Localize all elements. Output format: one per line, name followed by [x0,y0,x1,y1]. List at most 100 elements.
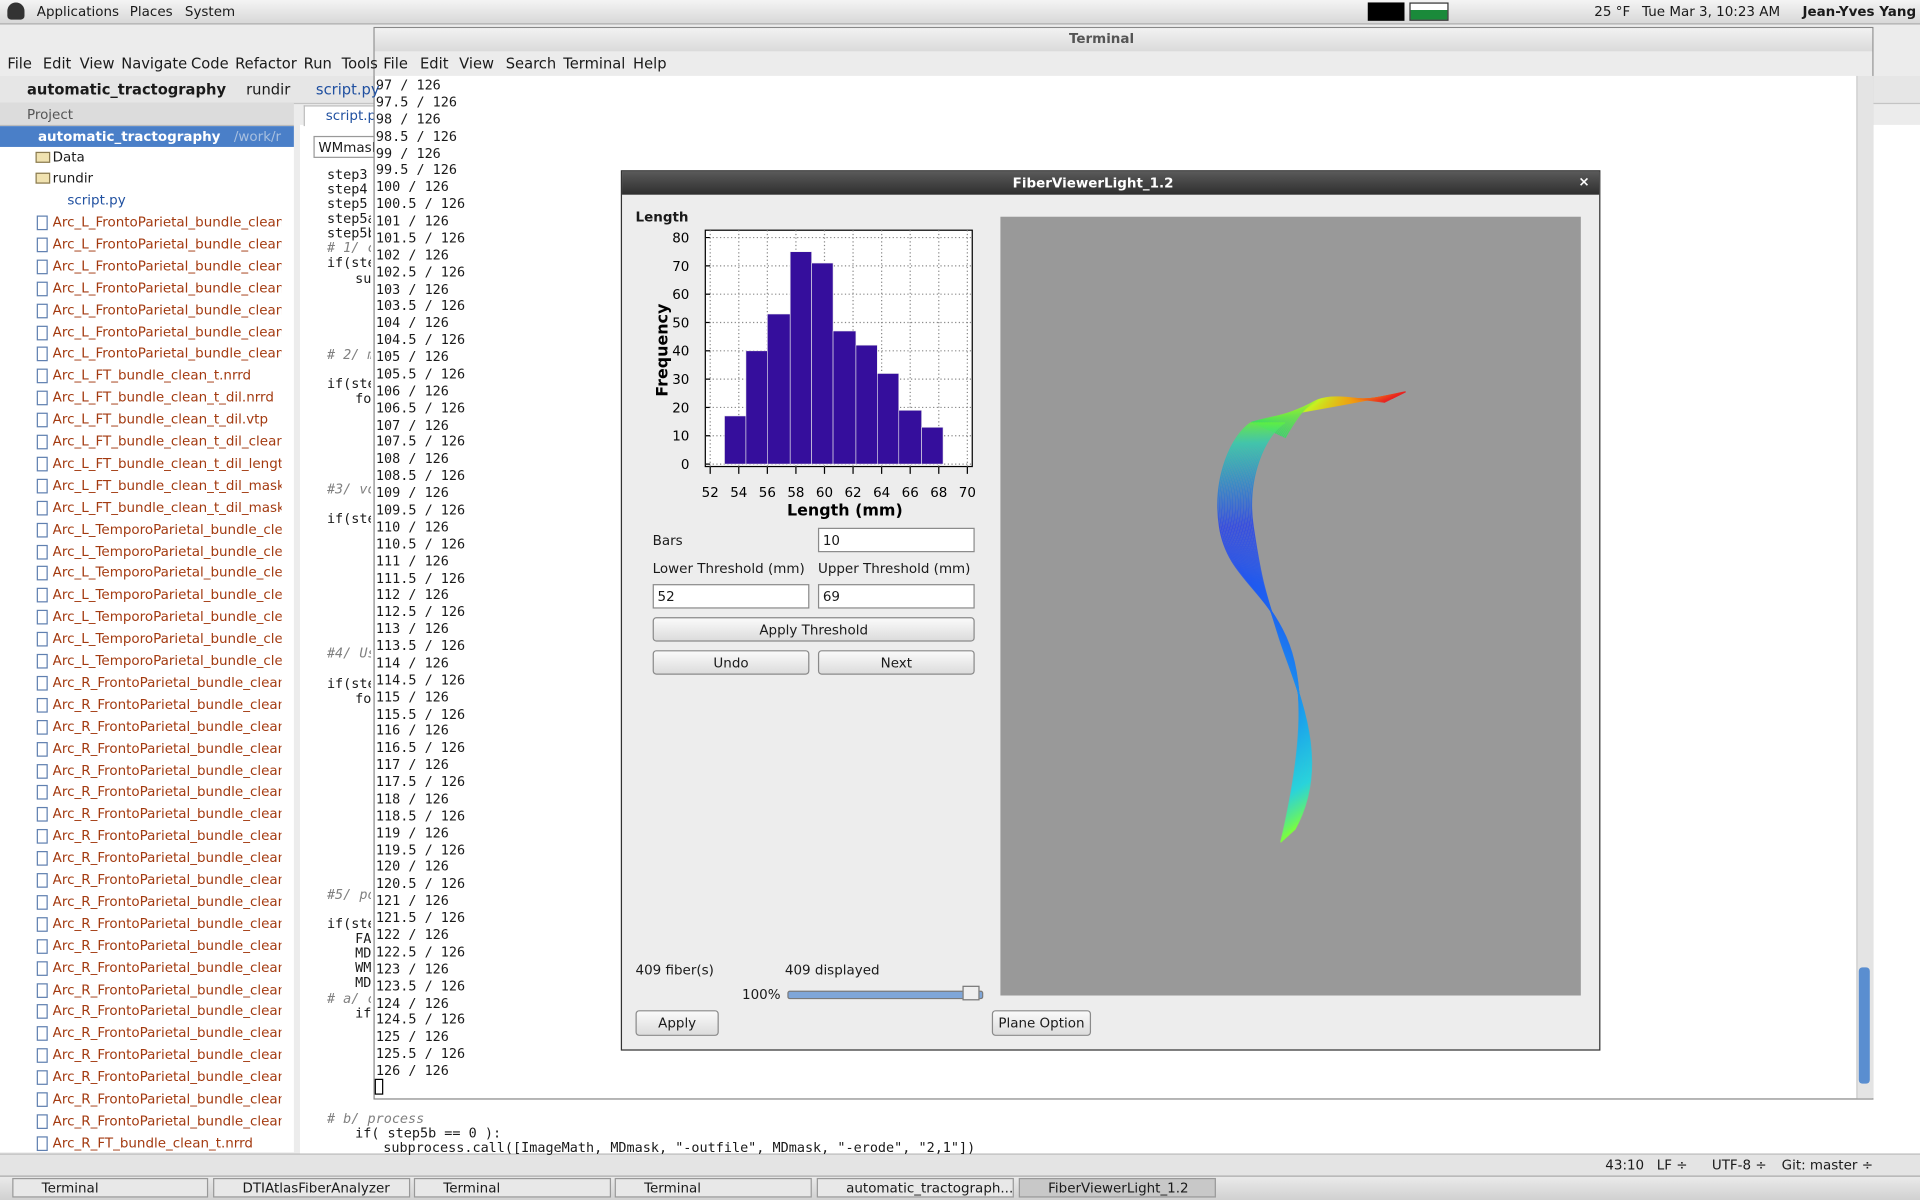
folder-name[interactable]: rundir [52,170,94,187]
taskbar-button[interactable] [816,1177,1014,1198]
file-name[interactable]: Arc_L_TemporoParietal_bundle_clea [52,564,282,581]
upper-input[interactable]: 69 [817,584,975,609]
file-name[interactable]: Arc_L_FrontoParietal_bundle_clean_ [52,323,282,340]
close-button[interactable]: × [1578,173,1590,190]
breadcrumb-item[interactable]: automatic_tractography [26,80,227,98]
bars-input[interactable]: 10 [817,527,975,553]
file-name[interactable]: Arc_R_FrontoParietal_bundle_clean_ [52,981,282,998]
file-name[interactable]: Arc_L_FT_bundle_clean_t_dil_maskT [52,499,282,516]
file-name[interactable]: Arc_L_FrontoParietal_bundle_clean_ [52,214,282,231]
taskbar-button[interactable] [12,1177,209,1198]
ide-menu-item[interactable]: File [7,55,32,73]
file-name[interactable]: Arc_L_TemporoParietal_bundle_clea [52,630,282,647]
taskbar-button[interactable] [213,1177,411,1198]
script-file[interactable]: script.py [67,192,126,209]
file-name[interactable]: Arc_R_FrontoParietal_bundle_clean_ [52,871,282,888]
taskbar-label[interactable]: DTIAtlasFiberAnalyzer [242,1180,390,1197]
lower-input[interactable]: 52 [652,584,810,609]
breadcrumb-item[interactable]: rundir [246,80,291,98]
file-name[interactable]: Arc_L_FrontoParietal_bundle_clean_ [52,258,282,275]
file-name[interactable]: Arc_R_FrontoParietal_bundle_clean_ [52,696,282,713]
file-name[interactable]: Arc_L_FT_bundle_clean_t_dil_cleanE [52,433,282,450]
file-name[interactable]: Arc_R_FrontoParietal_bundle_clean_ [52,784,282,801]
file-name[interactable]: Arc_R_FrontoParietal_bundle_clean_ [52,674,282,691]
file-name[interactable]: Arc_R_FrontoParietal_bundle_clean_ [52,718,282,735]
file-name[interactable]: Arc_L_TemporoParietal_bundle_clea [52,586,282,603]
taskbar-label[interactable]: automatic_tractograph... [846,1180,1014,1197]
panel-logo[interactable] [7,2,25,20]
view-3d[interactable] [1000,216,1581,996]
ide-menu-item[interactable]: Navigate [121,55,188,73]
search-field[interactable]: WMmask [313,135,387,158]
status-item[interactable]: Git: master ÷ [1781,1157,1873,1174]
file-name[interactable]: Arc_L_FT_bundle_clean_t_dil.vtp [52,411,269,428]
undo-button[interactable]: Undo [652,650,810,675]
slider-handle[interactable] [962,985,980,1001]
file-name[interactable]: Arc_R_FrontoParietal_bundle_clean_ [52,849,282,866]
file-name[interactable]: Arc_L_FrontoParietal_bundle_clean_ [52,345,282,362]
terminal-menu-item[interactable]: Help [633,55,667,73]
file-name[interactable]: Arc_R_FrontoParietal_bundle_clean_ [52,959,282,976]
terminal-menu-item[interactable]: File [383,55,408,73]
terminal-menu-item[interactable]: Terminal [563,55,626,73]
file-name[interactable]: Arc_L_FrontoParietal_bundle_clean_ [52,301,282,318]
ide-menu-item[interactable]: Code [191,55,229,73]
ide-menu-item[interactable]: Run [303,55,332,73]
terminal-menu-item[interactable]: Edit [420,55,449,73]
file-name[interactable]: Arc_L_FrontoParietal_bundle_clean_ [52,280,282,296]
status-item[interactable]: LF ÷ [1656,1157,1688,1174]
status-item[interactable]: UTF-8 ÷ [1711,1157,1767,1174]
folder-name[interactable]: Data [52,149,85,166]
file-name[interactable]: Arc_R_FrontoParietal_bundle_clean_ [52,1069,282,1086]
root-name[interactable]: automatic_tractography [37,128,221,145]
file-name[interactable]: Arc_R_FrontoParietal_bundle_clean_ [52,806,282,822]
file-name[interactable]: Arc_L_TemporoParietal_bundle_clea [52,652,282,669]
user-name[interactable]: Jean-Yves Yang [1802,3,1917,20]
taskbar-label[interactable]: Terminal [41,1180,99,1197]
terminal-menu-item[interactable]: View [459,55,495,73]
taskbar-label[interactable]: Terminal [644,1180,702,1197]
file-name[interactable]: Arc_R_FrontoParietal_bundle_clean_ [52,893,282,910]
file-name[interactable]: Arc_R_FrontoParietal_bundle_clean_ [52,762,282,779]
terminal-menu-item[interactable]: Search [505,55,557,73]
taskbar-button[interactable] [1018,1177,1216,1198]
apply-threshold-button[interactable]: Apply Threshold [652,617,975,642]
panel-menu[interactable]: Places [129,3,173,20]
file-name[interactable]: Arc_L_FT_bundle_clean_t_dil_maskC [52,477,282,494]
panel-menu[interactable]: System [184,3,236,20]
file-name[interactable]: Arc_R_FrontoParietal_bundle_clean_ [52,740,282,757]
ide-menu-item[interactable]: View [79,55,115,73]
terminal-scroll-thumb[interactable] [1858,967,1870,1084]
file-name[interactable]: Arc_L_FT_bundle_clean_t_dil.nrrd [52,389,274,406]
taskbar-button[interactable] [413,1177,612,1198]
file-name[interactable]: Arc_R_FrontoParietal_bundle_clean_ [52,915,282,932]
ide-menu-item[interactable]: Tools [341,55,378,73]
next-button[interactable]: Next [817,650,975,675]
file-name[interactable]: Arc_L_TemporoParietal_bundle_clea [52,521,282,538]
file-name[interactable]: Arc_R_FrontoParietal_bundle_clean_ [52,1025,282,1042]
status-item[interactable]: 43:10 [1605,1157,1645,1174]
file-name[interactable]: Arc_R_FrontoParietal_bundle_clean_ [52,937,282,954]
taskbar-label[interactable]: FiberViewerLight_1.2 [1048,1180,1189,1197]
terminal-scrollbar[interactable] [1856,75,1874,1099]
file-name[interactable]: Arc_L_FT_bundle_clean_t_dil_length [52,455,282,472]
clock[interactable]: Tue Mar 3, 10:23 AM [1642,3,1781,20]
editor-tab-label[interactable]: script.py [325,107,385,124]
file-name[interactable]: Arc_L_TemporoParietal_bundle_clea [52,608,282,625]
file-name[interactable]: Arc_R_FrontoParietal_bundle_clean_ [52,1047,282,1064]
file-name[interactable]: Arc_R_FrontoParietal_bundle_clean_ [52,1091,282,1107]
taskbar-label[interactable]: Terminal [443,1180,501,1197]
opacity-slider[interactable] [787,990,984,1000]
breadcrumb-item[interactable]: script.py [315,80,380,98]
plane-option-button[interactable]: Plane Option [991,1010,1092,1036]
file-name[interactable]: Arc_R_FrontoParietal_bundle_clean_ [52,827,282,844]
file-name[interactable]: Arc_L_FT_bundle_clean_t.nrrd [52,367,252,384]
ide-menu-item[interactable]: Refactor [235,55,297,73]
file-name[interactable]: Arc_R_FrontoParietal_bundle_clean_ [52,1003,282,1020]
file-name[interactable]: Arc_R_FrontoParietal_bundle_clean_ [52,1112,282,1129]
file-name[interactable]: Arc_L_FrontoParietal_bundle_clean_ [52,236,282,253]
ide-menu-item[interactable]: Edit [42,55,72,73]
panel-menu[interactable]: Applications [36,3,120,20]
apply-button[interactable]: Apply [635,1010,719,1036]
taskbar-button[interactable] [614,1177,812,1198]
